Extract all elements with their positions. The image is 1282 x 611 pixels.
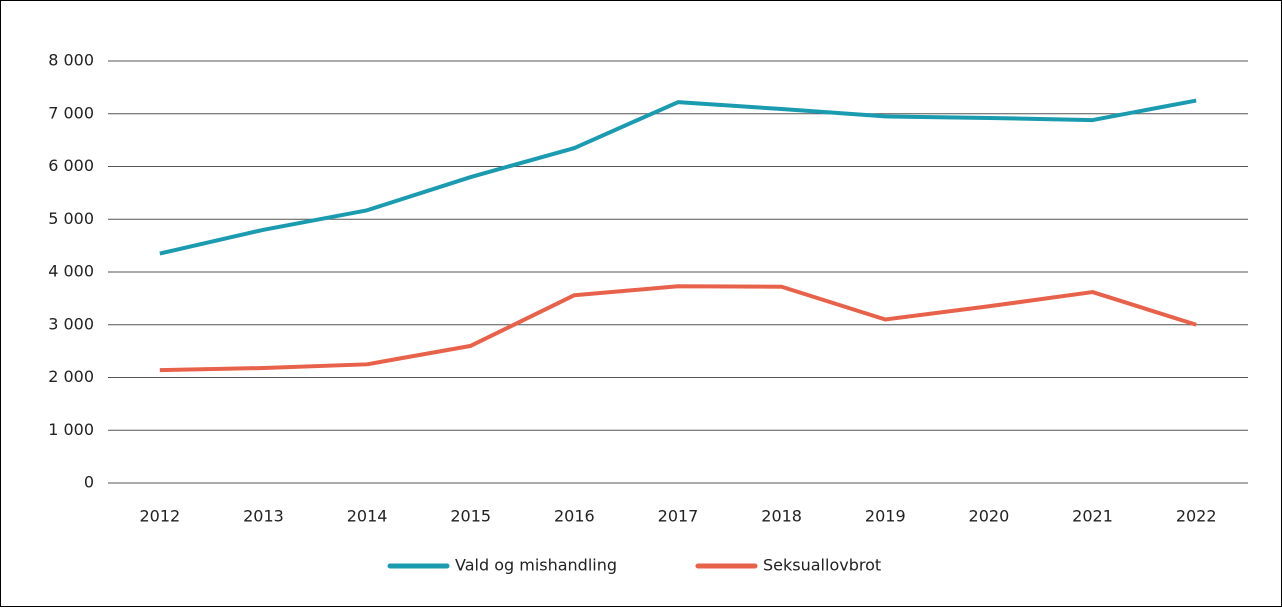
y-tick-label: 6 000 [48,156,94,175]
x-tick-label: 2014 [347,507,388,526]
y-tick-label: 2 000 [48,367,94,386]
x-tick-label: 2020 [969,507,1010,526]
x-tick-label: 2016 [554,507,595,526]
x-tick-label: 2012 [139,507,180,526]
x-tick-label: 2015 [450,507,491,526]
y-tick-label: 7 000 [48,103,94,122]
series-line [159,98,1197,256]
legend-label: Seksuallovbrot [763,556,881,575]
series-line [159,284,1197,373]
y-tick-label: 4 000 [48,262,94,281]
y-tick-label: 0 [84,473,94,492]
x-tick-label: 2019 [865,507,906,526]
x-tick-label: 2018 [761,507,802,526]
x-tick-label: 2017 [658,507,699,526]
y-tick-label: 5 000 [48,209,94,228]
x-tick-label: 2021 [1072,507,1113,526]
x-tick-label: 2022 [1176,507,1217,526]
legend-label: Vald og mishandling [455,556,617,575]
y-tick-label: 1 000 [48,420,94,439]
x-tick-label: 2013 [243,507,284,526]
y-tick-label: 3 000 [48,314,94,333]
y-tick-label: 8 000 [48,51,94,70]
